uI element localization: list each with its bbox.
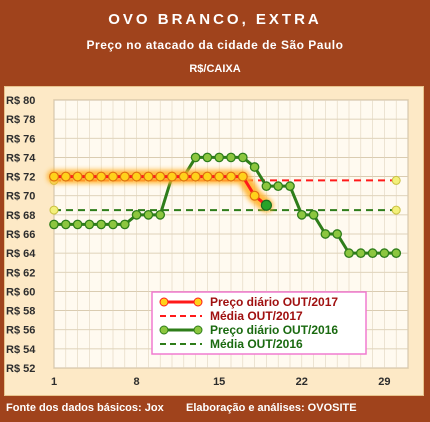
chart-unit: R$/CAIXA: [189, 63, 241, 75]
point-2016: [285, 181, 295, 191]
legend-label: Preço diário OUT/2017: [210, 295, 338, 309]
point-2017: [190, 171, 201, 182]
y-tick-label: R$ 70: [6, 191, 35, 203]
point-2017: [48, 171, 59, 182]
point-2016: [226, 152, 236, 163]
point-2016: [320, 229, 331, 239]
chart-title: OVO BRANCO, EXTRA: [108, 11, 322, 28]
axis-layer: R$ 52 R$ 54 R$ 56 R$ 58 R$ 60 R$ 62 R$ 64 R$ 66…: [6, 95, 391, 388]
point-2016: [202, 152, 213, 163]
y-tick-label: R$ 62: [6, 267, 35, 279]
point-2016: [367, 248, 378, 258]
x-tick-label: 8: [134, 376, 140, 388]
y-tick-label: R$ 58: [6, 306, 35, 318]
point-2017: [155, 171, 166, 182]
series-layer: [47, 152, 402, 258]
point-2017: [96, 171, 107, 182]
source-note: Fonte dos dados básicos: Jox: [6, 402, 164, 414]
y-tick-label: R$ 56: [6, 325, 35, 337]
point-2016: [391, 248, 402, 258]
point-2016: [84, 219, 95, 230]
mean-2016-end-marker: [49, 205, 59, 215]
y-tick-label: R$ 72: [6, 172, 35, 184]
y-tick-label: R$ 68: [6, 210, 35, 222]
point-2017: [178, 171, 189, 182]
mean-2017-end-marker: [391, 175, 401, 185]
point-2016: [190, 152, 201, 163]
legend-label: Média OUT/2017: [210, 309, 303, 323]
y-tick-label: R$ 64: [6, 248, 36, 260]
point-2017: [72, 171, 83, 182]
point-2016: [108, 219, 118, 230]
point-2016: [49, 219, 59, 230]
chart-header: OVO BRANCO, EXTRA Preço no atacado da ci…: [0, 0, 430, 86]
point-2016: [296, 210, 307, 220]
point-2016: [308, 210, 319, 220]
point-2017: [84, 171, 95, 182]
point-2017: [107, 171, 118, 182]
point-2017-latest: [260, 199, 272, 211]
point-2017: [131, 171, 142, 182]
chart-subtitle: Preço no atacado da cidade de São Paulo: [86, 38, 344, 52]
x-tick-label: 22: [296, 376, 308, 388]
point-2016: [332, 229, 343, 239]
point-2017: [167, 171, 178, 182]
y-tick-label: R$ 80: [6, 95, 35, 107]
point-2016: [249, 162, 260, 172]
point-2017: [237, 171, 248, 182]
point-2017: [249, 190, 260, 201]
point-2016: [237, 152, 248, 163]
y-tick-label: R$ 60: [6, 286, 35, 298]
x-tick-label: 15: [213, 376, 225, 388]
point-2016: [214, 152, 225, 163]
y-tick-label: R$ 78: [6, 114, 35, 126]
point-2017: [119, 171, 130, 182]
y-tick-label: R$ 74: [6, 152, 36, 164]
chart-footer: Fonte dos dados básicos: Jox Elaboração …: [0, 397, 430, 422]
point-2016: [355, 248, 366, 258]
point-2016: [143, 210, 154, 220]
legend-swatch-marker: [193, 325, 203, 335]
credit-note: Elaboração e análises: OVOSITE: [186, 402, 357, 414]
point-2016: [119, 219, 130, 230]
point-2016: [72, 219, 83, 230]
point-2017: [214, 171, 225, 182]
point-2016: [96, 219, 107, 230]
x-tick-label: 1: [51, 376, 57, 388]
mean-2016-end-marker: [391, 205, 401, 215]
point-2017: [226, 171, 237, 182]
point-2017: [202, 171, 213, 182]
legend-swatch-marker: [193, 297, 203, 307]
legend-swatch-marker: [159, 297, 169, 307]
legend-label: Média OUT/2016: [210, 337, 303, 351]
point-2016: [273, 181, 284, 191]
point-2017: [60, 171, 71, 182]
y-tick-label: R$ 54: [6, 344, 36, 356]
point-2017: [143, 171, 154, 182]
x-tick-label: 29: [378, 376, 390, 388]
point-2016: [131, 210, 142, 220]
y-tick-label: R$ 76: [6, 133, 35, 145]
point-2016: [344, 248, 354, 258]
y-tick-label: R$ 66: [6, 229, 35, 241]
point-2016: [60, 219, 71, 230]
point-2016: [379, 248, 390, 258]
point-2016: [155, 210, 166, 220]
point-2016: [261, 181, 272, 191]
legend-swatch-marker: [159, 325, 169, 335]
y-tick-label: R$ 52: [6, 363, 35, 375]
legend-label: Preço diário OUT/2016: [210, 323, 338, 337]
